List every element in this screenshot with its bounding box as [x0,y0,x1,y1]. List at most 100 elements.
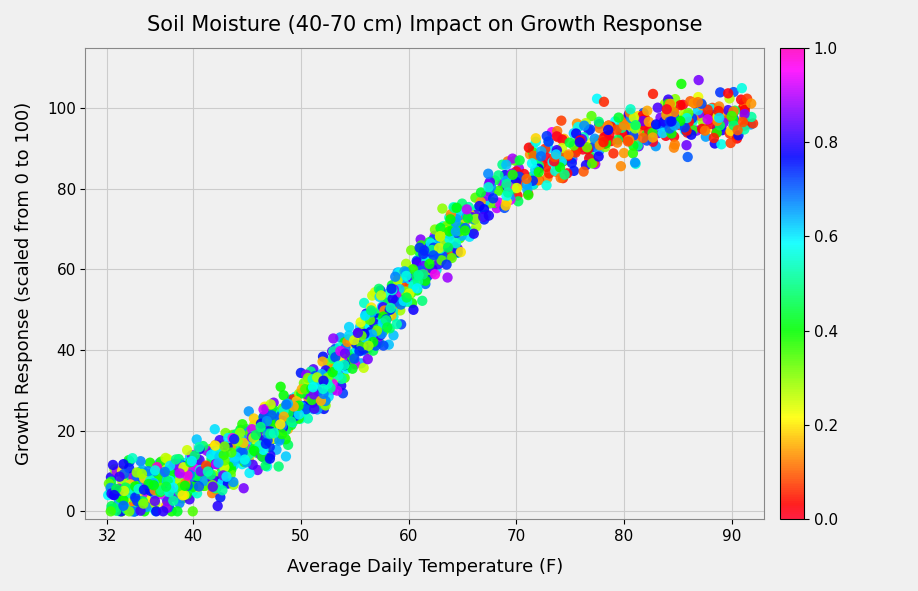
Point [210,501,225,511]
Point [384,304,398,314]
Point [395,297,409,307]
Point [411,271,426,280]
Point [500,157,515,166]
Point [209,483,224,492]
Point [219,472,234,482]
Point [312,373,327,382]
Point [245,432,260,441]
Point [667,140,682,150]
Point [174,483,188,492]
Point [248,446,263,455]
Point [175,491,190,500]
Point [360,345,375,355]
Point [376,326,391,336]
Point [180,480,195,490]
Point [114,499,129,509]
Point [250,448,264,457]
Point [386,285,401,294]
Point [124,490,139,499]
Point [147,466,162,476]
Point [328,344,342,353]
Point [295,385,309,394]
Point [443,210,458,219]
Point [472,202,487,211]
Point [107,504,122,513]
Point [210,440,225,450]
Point [208,485,223,494]
Point [370,329,385,339]
Point [428,225,442,234]
Point [666,107,681,116]
Point [726,114,741,124]
Point [261,429,275,439]
Point [206,475,220,485]
Point [398,297,413,306]
Point [359,335,374,344]
Point [351,328,365,337]
Point [444,251,459,261]
Point [405,272,420,282]
Point [614,123,629,132]
Point [248,441,263,450]
Point [450,222,465,232]
Point [113,506,128,516]
Point [263,400,278,409]
Point [726,122,741,132]
Point [744,120,758,129]
Point [276,406,291,415]
Point [451,248,465,257]
Point [517,169,532,178]
Point [724,111,739,121]
Point [134,470,149,479]
Point [330,386,344,395]
Point [675,120,689,129]
Point [205,488,219,498]
Point [636,133,651,142]
Point [241,407,256,416]
Point [628,158,643,167]
Point [174,478,189,488]
Point [290,408,305,418]
Point [125,499,140,508]
Point [159,482,174,491]
Point [253,450,268,459]
Point [532,167,546,177]
Point [136,478,151,488]
Point [352,339,366,348]
Point [651,128,666,138]
Point [661,98,676,107]
Point [715,125,730,135]
Point [731,131,745,140]
Point [264,434,279,443]
Point [443,219,458,229]
Point [676,100,690,109]
Point [279,414,294,424]
Point [298,405,313,414]
Point [308,379,323,388]
Point [599,138,613,148]
Point [337,358,352,368]
Point [181,483,196,492]
Point [551,147,565,157]
Point [308,381,323,391]
Point [174,491,189,501]
Point [402,289,417,298]
Point [207,470,221,480]
Point [588,160,602,169]
Point [453,226,467,236]
Point [310,402,325,412]
Point [107,465,122,474]
Point [661,125,676,135]
Point [600,121,615,131]
Point [217,473,231,483]
Point [390,275,405,285]
Point [382,340,397,349]
Point [135,465,150,475]
Point [308,398,323,408]
Point [211,458,226,467]
Point [712,121,727,130]
Point [269,445,284,454]
Point [129,467,144,477]
Point [238,426,252,436]
Point [681,117,696,126]
